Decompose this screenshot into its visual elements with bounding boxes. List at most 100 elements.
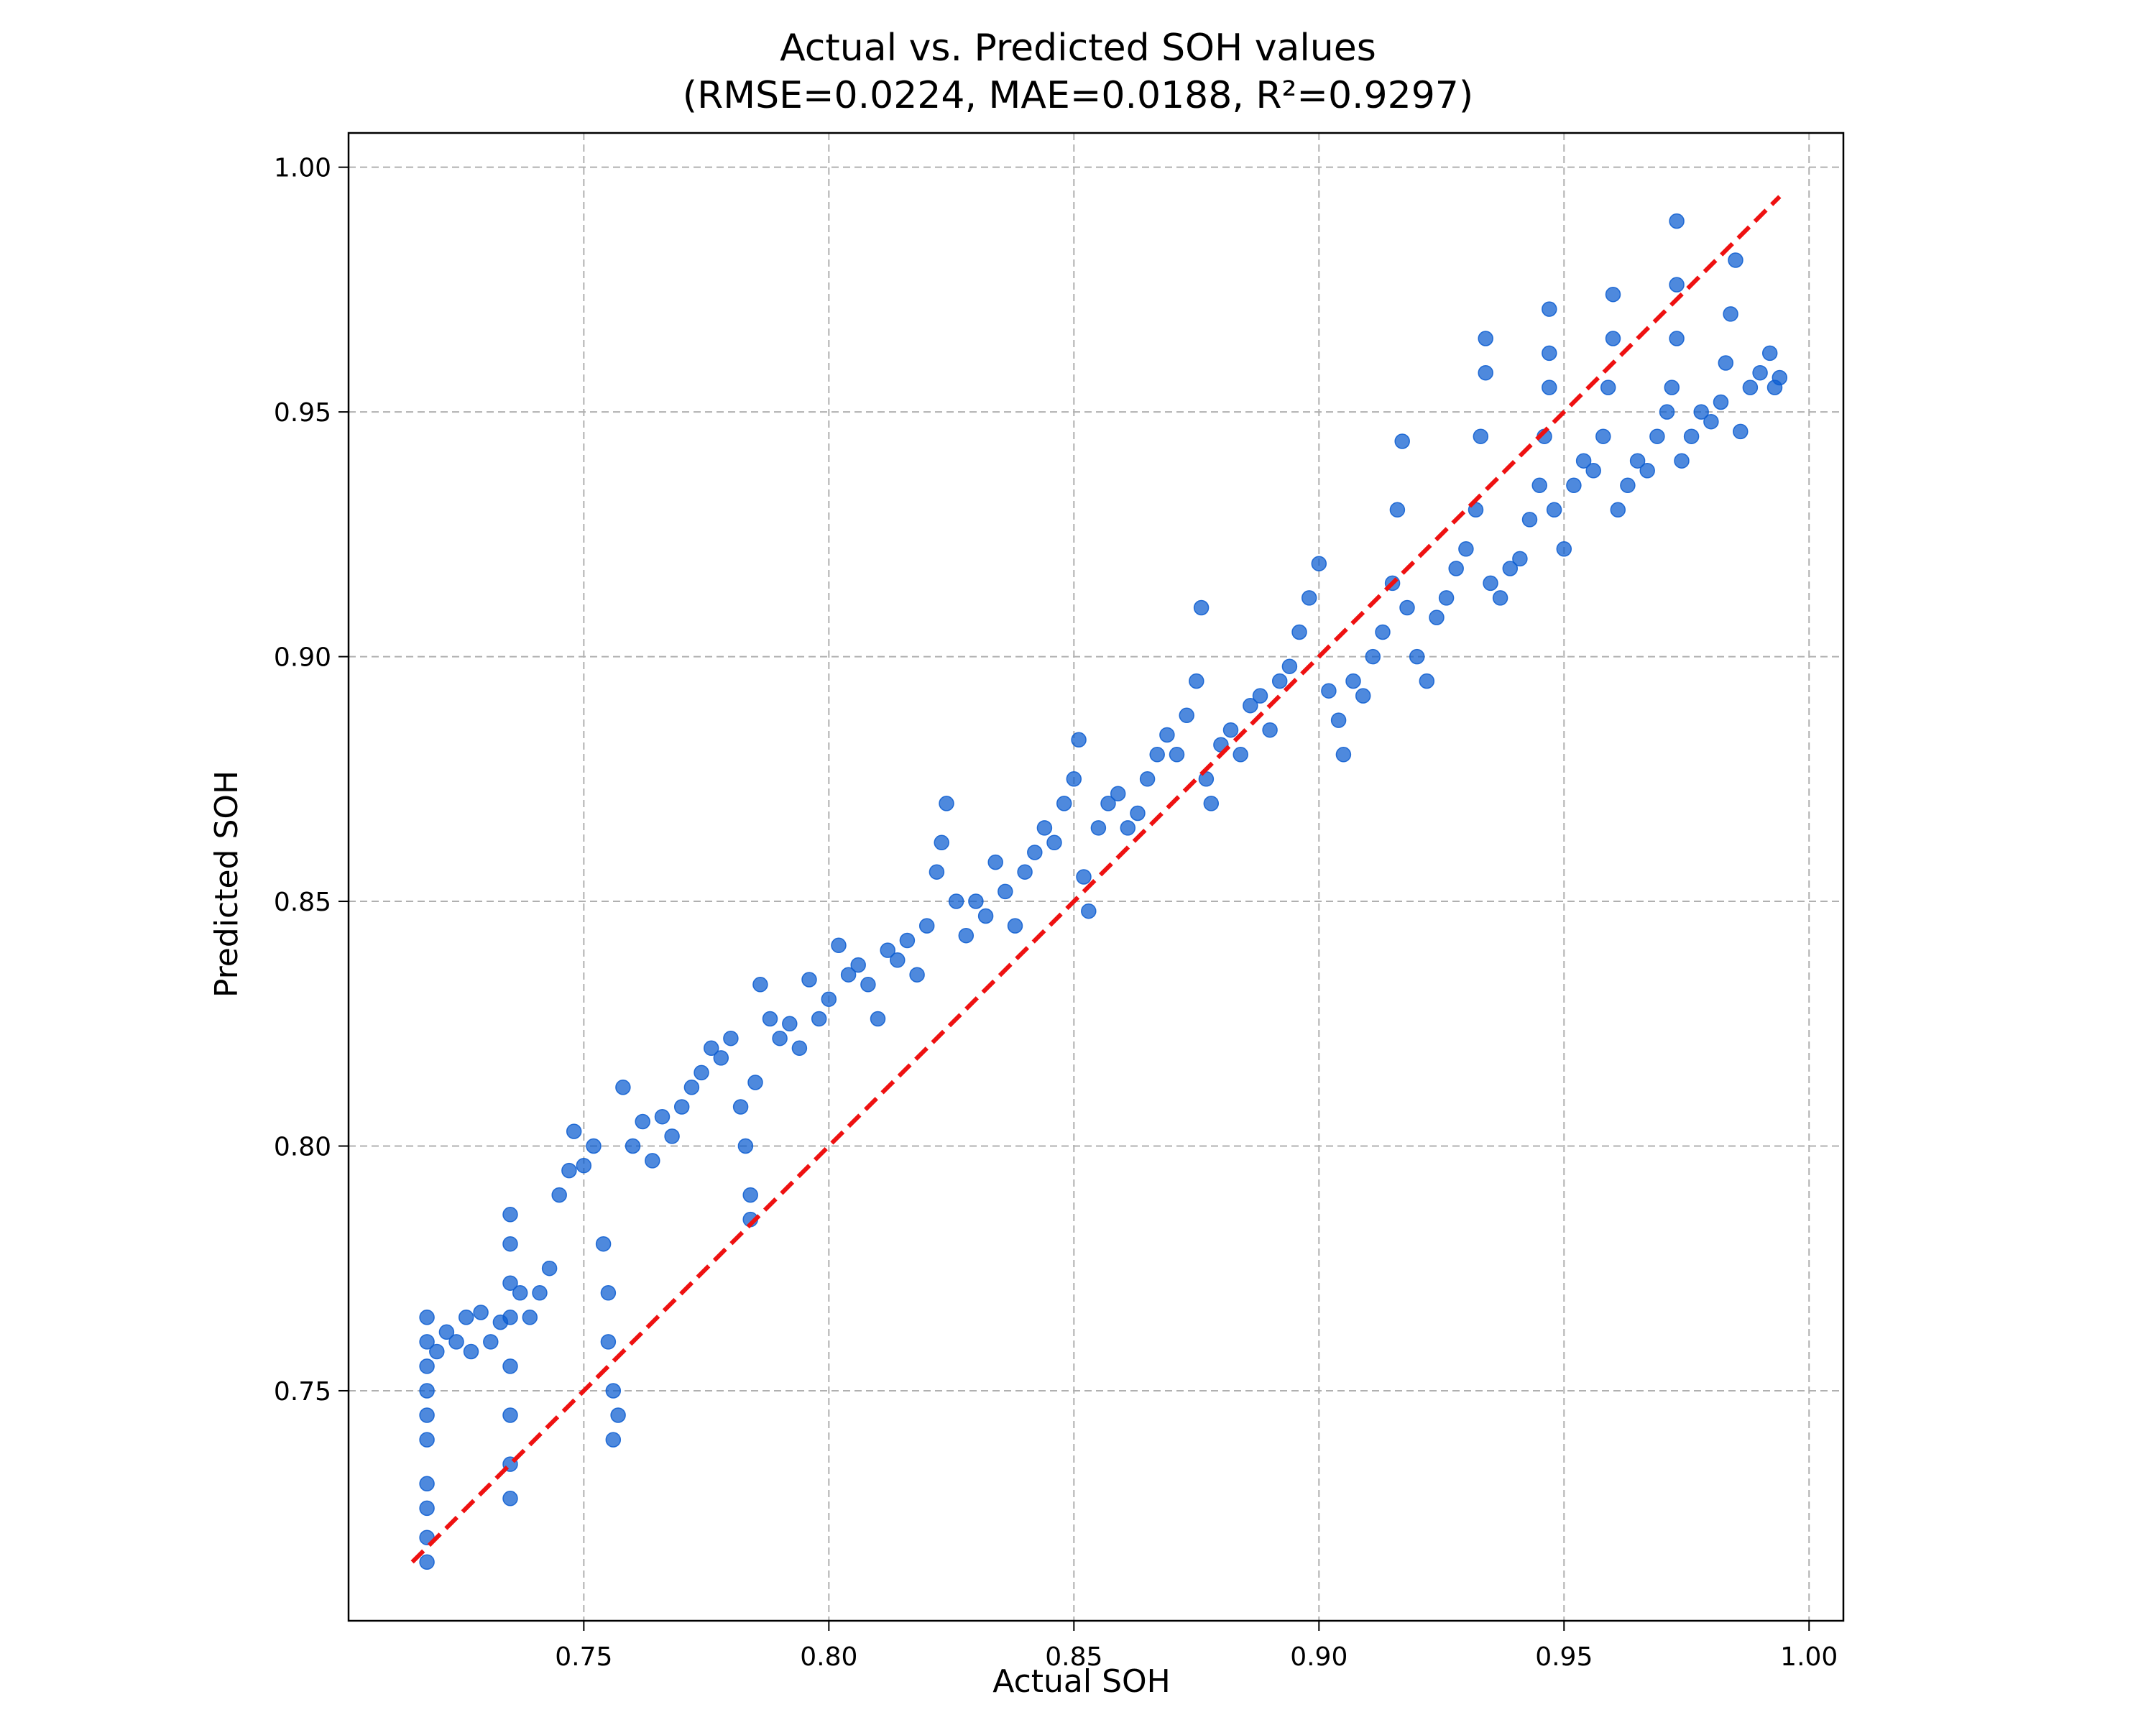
y-tick-label: 1.00: [274, 154, 331, 183]
data-point: [1345, 673, 1361, 689]
data-point: [1605, 286, 1621, 303]
data-point: [782, 1016, 798, 1032]
data-point: [502, 1236, 518, 1252]
data-point: [483, 1334, 499, 1350]
data-point: [1600, 380, 1616, 395]
data-point: [1728, 252, 1743, 268]
data-point: [831, 937, 847, 954]
data-point: [502, 1310, 518, 1325]
data-point: [934, 834, 949, 851]
data-point: [968, 893, 984, 909]
data-point: [1389, 502, 1406, 518]
data-point: [1448, 561, 1464, 576]
data-point: [502, 1275, 518, 1291]
data-point: [1502, 561, 1519, 576]
data-point: [458, 1310, 474, 1325]
data-point: [1478, 331, 1493, 346]
data-point: [1585, 463, 1601, 479]
data-point: [615, 1080, 631, 1095]
grid-layer: [349, 133, 1843, 1621]
data-point: [737, 1138, 754, 1154]
data-point: [811, 1011, 827, 1027]
data-point: [899, 932, 916, 949]
data-point: [1512, 551, 1528, 567]
y-tick-label: 0.95: [274, 398, 331, 428]
data-point: [1629, 453, 1646, 469]
data-point: [850, 957, 866, 973]
data-point: [1233, 747, 1248, 763]
data-point: [419, 1407, 435, 1423]
data-point: [1595, 428, 1611, 444]
y-tick-label: 0.90: [274, 643, 331, 673]
chart-title-line-2: (RMSE=0.0224, MAE=0.0188, R²=0.9297): [683, 74, 1473, 117]
data-point: [890, 952, 906, 968]
data-point: [1130, 805, 1146, 822]
data-point: [1409, 648, 1425, 665]
data-point: [419, 1432, 435, 1448]
data-point: [1330, 712, 1347, 728]
data-point: [1189, 673, 1204, 689]
data-point: [742, 1187, 758, 1203]
data-point: [1252, 688, 1268, 704]
data-point: [1483, 575, 1498, 592]
data-point: [1546, 502, 1562, 518]
data-point: [1056, 796, 1072, 811]
data-point: [1620, 477, 1636, 494]
data-point: [1046, 834, 1062, 851]
data-point: [561, 1162, 577, 1179]
data-point: [1110, 786, 1126, 801]
x-tick-label: 0.85: [1045, 1642, 1102, 1672]
data-point: [1271, 673, 1288, 689]
data-point: [1159, 727, 1175, 743]
data-point: [1492, 590, 1508, 606]
data-point: [645, 1153, 660, 1169]
data-point: [1017, 864, 1033, 880]
data-point: [586, 1138, 602, 1154]
chart-title-line-1: Actual vs. Predicted SOH values: [780, 27, 1376, 70]
data-point: [732, 1099, 749, 1115]
data-point: [723, 1030, 739, 1046]
data-point: [987, 854, 1003, 870]
axis-ticks: 0.75 0.80 0.85 0.90 0.95 1.00 0.75 0.80 0.85 0.90…: [274, 154, 1838, 1672]
data-point: [625, 1138, 641, 1154]
data-point: [977, 908, 994, 924]
data-point: [1027, 845, 1043, 860]
data-point: [1429, 610, 1445, 625]
data-point: [1071, 732, 1087, 748]
data-point: [1399, 599, 1415, 616]
data-point: [1669, 331, 1685, 346]
data-point: [600, 1285, 617, 1301]
data-point: [429, 1343, 445, 1360]
data-point: [1100, 796, 1116, 811]
data-point: [772, 1030, 788, 1046]
data-point: [448, 1334, 464, 1350]
data-point: [673, 1099, 690, 1115]
data-point: [654, 1108, 671, 1125]
data-point: [1664, 380, 1680, 395]
data-point: [1081, 903, 1097, 919]
data-point: [1438, 590, 1455, 606]
data-point: [1262, 722, 1278, 738]
data-point: [821, 991, 837, 1007]
data-point: [1458, 541, 1474, 557]
data-point: [1669, 277, 1685, 293]
data-point: [502, 1358, 518, 1374]
plot-frame: [347, 132, 1845, 1622]
data-point: [1301, 590, 1317, 606]
data-point: [419, 1554, 435, 1570]
data-point: [610, 1407, 626, 1423]
data-point: [438, 1324, 455, 1340]
data-point: [512, 1285, 528, 1301]
data-point: [522, 1310, 538, 1325]
data-point: [419, 1334, 435, 1350]
data-point: [1610, 502, 1626, 518]
data-point: [1521, 512, 1538, 528]
data-point: [791, 1040, 808, 1057]
data-point: [840, 967, 857, 983]
data-point: [1076, 869, 1092, 885]
data-point: [1723, 306, 1738, 322]
data-point: [1193, 599, 1210, 616]
data-point: [939, 796, 954, 811]
data-point: [1742, 380, 1759, 395]
